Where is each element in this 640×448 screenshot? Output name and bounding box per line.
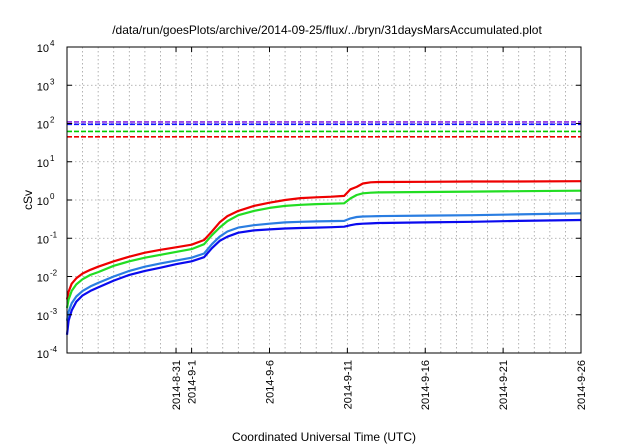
y-tick-exponent: -4 [50, 345, 58, 354]
y-tick-exponent: 1 [50, 154, 55, 163]
x-tick-label: 2014-9-1 [187, 360, 199, 404]
y-tick-label: 10 [37, 158, 49, 170]
y-tick-label: 10 [37, 120, 49, 132]
y-tick-exponent: 4 [50, 39, 55, 48]
x-tick-label: 2014-9-16 [420, 360, 432, 410]
x-tick-label: 2014-9-26 [576, 360, 588, 410]
y-axis-label: cSv [21, 190, 35, 210]
x-axis-label: Coordinated Universal Time (UTC) [232, 430, 416, 444]
x-tick-label: 2014-9-21 [498, 360, 510, 410]
x-tick-label: 2014-9-11 [342, 360, 354, 409]
series-line [65, 218, 582, 335]
series-line [65, 180, 582, 300]
series-line [65, 189, 582, 309]
y-tick-exponent: 2 [50, 116, 55, 125]
y-tick-exponent: -3 [50, 307, 58, 316]
chart-title: /data/run/goesPlots/archive/2014-09-25/f… [112, 23, 542, 37]
y-tick-label: 10 [37, 311, 49, 323]
y-tick-exponent: 0 [50, 192, 55, 201]
y-tick-label: 10 [37, 349, 49, 361]
y-tick-exponent: -2 [50, 269, 58, 278]
y-tick-label: 10 [37, 43, 49, 55]
y-tick-label: 10 [37, 234, 49, 246]
series-line [65, 212, 582, 321]
y-tick-exponent: -1 [50, 230, 58, 239]
x-tick-label: 2014-9-6 [264, 360, 276, 404]
y-tick-label: 10 [37, 81, 49, 93]
reference-lines [67, 121, 581, 138]
y-tick-label: 10 [37, 196, 49, 208]
y-tick-exponent: 3 [50, 77, 55, 86]
series-lines [65, 180, 582, 335]
grid-layer [67, 47, 581, 353]
x-tick-label: 2014-8-31 [171, 360, 183, 410]
y-tick-label: 10 [37, 273, 49, 285]
